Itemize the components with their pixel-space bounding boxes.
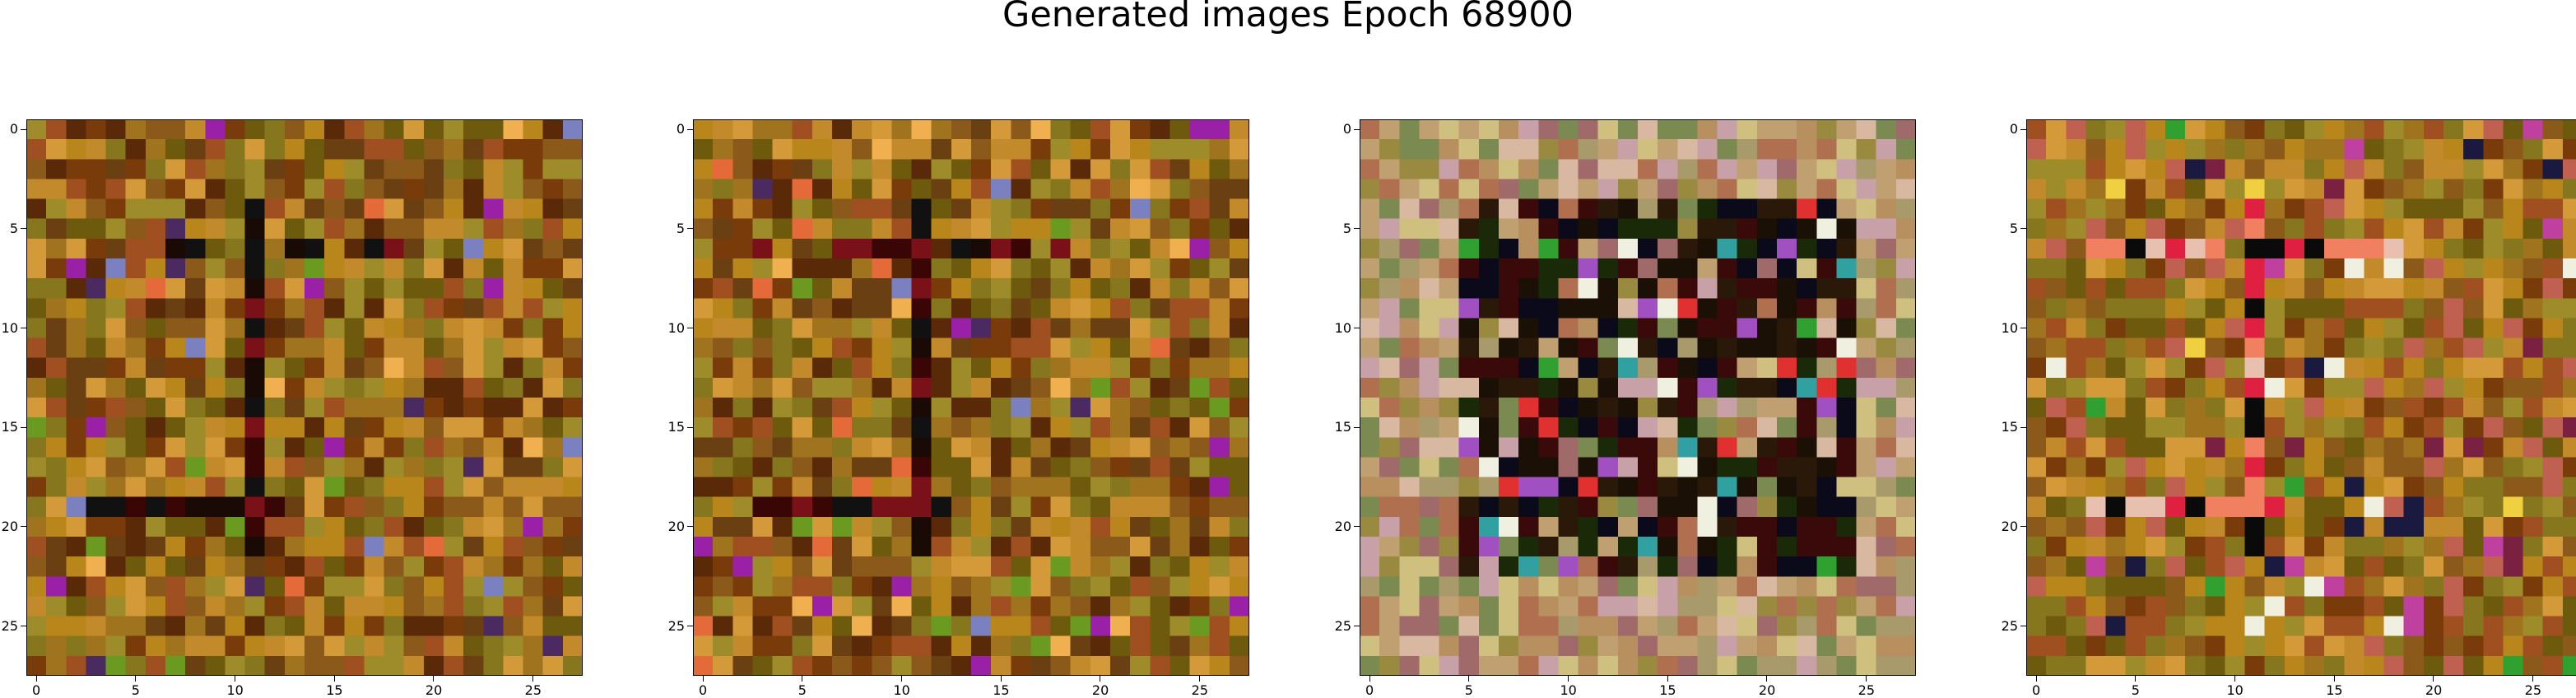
y-tick (1354, 129, 1360, 130)
image-panel-1: 0 5 10 15 20 25 0 5 10 15 20 25 (26, 119, 583, 676)
y-tick-label: 5 (665, 222, 685, 235)
y-tick (687, 427, 693, 428)
y-tick-label: 5 (1998, 222, 2018, 235)
y-tick (1354, 228, 1360, 229)
y-tick (2020, 129, 2026, 130)
y-tick-label: 10 (1998, 322, 2018, 335)
y-tick (21, 427, 26, 428)
y-tick (2020, 526, 2026, 527)
image-panel-4: 0 5 10 15 20 25 0 5 10 15 20 25 (2026, 119, 2576, 676)
y-tick-label: 15 (1998, 421, 2018, 434)
y-tick (2020, 228, 2026, 229)
y-tick (21, 526, 26, 527)
y-tick-label: 25 (0, 620, 18, 633)
y-tick-label: 5 (1332, 222, 1351, 235)
y-tick-label: 10 (1332, 322, 1351, 335)
y-tick (687, 129, 693, 130)
image-panel-2: 0 5 10 15 20 25 0 5 10 15 20 25 (693, 119, 1249, 676)
image-panel-3: 0 5 10 15 20 25 0 5 10 15 20 25 (1360, 119, 1916, 676)
image-3 (1360, 119, 1916, 676)
x-tick (135, 676, 136, 682)
x-tick (36, 676, 37, 682)
y-tick-label: 25 (1998, 620, 2018, 633)
y-tick-label: 15 (1332, 421, 1351, 434)
y-tick-label: 0 (1998, 123, 2018, 136)
x-tick (2036, 676, 2037, 682)
x-tick (532, 676, 533, 682)
x-tick (1468, 676, 1469, 682)
y-tick (21, 129, 26, 130)
x-tick (433, 676, 434, 682)
y-tick-label: 15 (665, 421, 685, 434)
x-tick (901, 676, 902, 682)
y-tick-label: 25 (665, 620, 685, 633)
x-tick (2334, 676, 2335, 682)
y-tick (1354, 427, 1360, 428)
x-tick (2433, 676, 2434, 682)
x-tick (1667, 676, 1668, 682)
x-tick (1369, 676, 1370, 682)
y-tick-label: 25 (1332, 620, 1351, 633)
x-tick (1199, 676, 1200, 682)
y-tick-label: 20 (1998, 520, 2018, 533)
image-2 (693, 119, 1249, 676)
y-tick-label: 0 (1332, 123, 1351, 136)
x-tick (2234, 676, 2235, 682)
y-tick-label: 10 (0, 322, 18, 335)
y-tick (21, 228, 26, 229)
y-tick-label: 0 (0, 123, 18, 136)
image-1 (26, 119, 583, 676)
x-tick (1766, 676, 1767, 682)
x-tick (1001, 676, 1002, 682)
y-tick (687, 228, 693, 229)
y-tick (687, 526, 693, 527)
x-tick (1866, 676, 1867, 682)
image-4 (2026, 119, 2576, 676)
y-tick-label: 20 (0, 520, 18, 533)
y-tick-label: 20 (1332, 520, 1351, 533)
y-tick-label: 5 (0, 222, 18, 235)
x-tick (2135, 676, 2136, 682)
x-tick (334, 676, 335, 682)
x-tick (1568, 676, 1569, 682)
y-tick-label: 20 (665, 520, 685, 533)
y-tick (2020, 427, 2026, 428)
y-tick-label: 15 (0, 421, 18, 434)
y-tick-label: 0 (665, 123, 685, 136)
figure-title: Generated images Epoch 68900 (0, 0, 2576, 53)
x-tick (2532, 676, 2533, 682)
y-tick (1354, 526, 1360, 527)
x-tick (703, 676, 704, 682)
y-tick-label: 10 (665, 322, 685, 335)
